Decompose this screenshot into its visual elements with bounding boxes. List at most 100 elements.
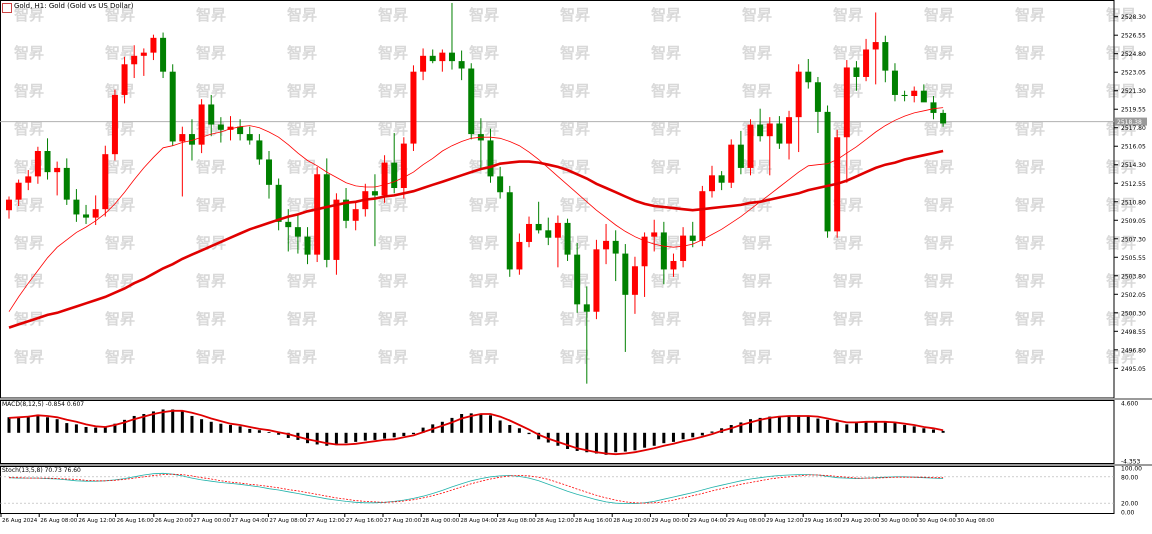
- watermark-text: 智昇: [196, 82, 226, 100]
- macd-bar: [209, 421, 213, 433]
- macd-bar: [594, 432, 598, 454]
- price-tick-label: 2507.30: [1121, 236, 1146, 243]
- current-price-tag: [1115, 117, 1147, 126]
- watermark-text: 智昇: [469, 120, 499, 138]
- macd-bar: [575, 432, 579, 451]
- watermark-text: 智昇: [196, 158, 226, 176]
- watermark-text: 智昇: [14, 6, 44, 24]
- macd-bar: [864, 421, 868, 433]
- panel-separator: [0, 464, 1152, 466]
- panel-separator: [0, 398, 1152, 400]
- candle: [420, 55, 427, 72]
- watermark-text: 智昇: [924, 196, 954, 214]
- candle: [728, 144, 735, 183]
- symbol-icon[interactable]: [2, 3, 12, 13]
- price-tick-label: 2498.55: [1121, 329, 1146, 336]
- candle: [448, 52, 455, 62]
- stoch-tick-label: 0.00: [1121, 510, 1135, 517]
- macd-bar: [710, 431, 714, 433]
- watermark-text: 智昇: [14, 348, 44, 366]
- watermark-text: 智昇: [560, 234, 590, 252]
- watermark-text: 智昇: [105, 348, 135, 366]
- macd-bar: [758, 417, 762, 433]
- watermark-text: 智昇: [742, 310, 772, 328]
- candle: [603, 240, 610, 250]
- watermark-text: 智昇: [742, 6, 772, 24]
- candle: [266, 159, 273, 185]
- macd-bar: [277, 432, 281, 435]
- candle: [631, 266, 638, 295]
- candle: [526, 223, 533, 242]
- watermark-text: 智昇: [1015, 272, 1045, 290]
- watermark-text: 智昇: [287, 82, 317, 100]
- watermark-text: 智昇: [560, 44, 590, 62]
- time-tick-label: 27 Aug 04:00: [231, 518, 269, 524]
- candle: [497, 176, 504, 193]
- price-tick-label: 2510.80: [1121, 199, 1146, 206]
- watermark-text: 智昇: [14, 120, 44, 138]
- candle: [34, 150, 41, 177]
- price-tick-label: 2526.55: [1121, 33, 1146, 40]
- watermark-text: 智昇: [287, 6, 317, 24]
- watermark-text: 智昇: [14, 234, 44, 252]
- candle: [314, 174, 321, 255]
- price-tick-label: 2503.80: [1121, 273, 1146, 280]
- candle: [333, 199, 340, 260]
- macd-bar: [383, 432, 387, 439]
- macd-bar: [219, 423, 223, 433]
- watermark-text: 智昇: [287, 120, 317, 138]
- candle: [246, 134, 253, 141]
- watermark-text: 智昇: [651, 348, 681, 366]
- macd-bar: [874, 421, 878, 433]
- macd-bar: [440, 421, 444, 433]
- watermark-text: 智昇: [105, 310, 135, 328]
- macd-bar: [354, 432, 358, 442]
- macd-bar: [806, 416, 810, 433]
- watermark-text: 智昇: [833, 44, 863, 62]
- candle: [15, 182, 22, 200]
- macd-bar: [373, 432, 377, 440]
- candle: [83, 214, 90, 218]
- candle: [554, 222, 561, 238]
- macd-bar: [604, 432, 608, 455]
- candle: [843, 67, 850, 138]
- candle: [901, 94, 908, 97]
- macd-tick-label: 4.600: [1121, 401, 1138, 408]
- watermark-text: 智昇: [469, 348, 499, 366]
- macd-bar: [238, 426, 242, 433]
- macd-bar: [402, 432, 406, 437]
- watermark-text: 智昇: [651, 310, 681, 328]
- time-tick-label: 27 Aug 20:00: [384, 518, 422, 524]
- watermark-text: 智昇: [469, 234, 499, 252]
- price-tick-label: 2514.30: [1121, 162, 1146, 169]
- price-tick-label: 2495.05: [1121, 366, 1146, 373]
- candle: [25, 176, 32, 183]
- macd-bar: [334, 432, 338, 446]
- macd-bar: [681, 432, 685, 440]
- watermark-text: 智昇: [1015, 6, 1045, 24]
- candle: [612, 240, 619, 254]
- watermark-text: 智昇: [14, 196, 44, 214]
- macd-bar: [700, 432, 704, 436]
- watermark-text: 智昇: [469, 196, 499, 214]
- macd-bar: [26, 415, 30, 433]
- candle: [44, 150, 51, 173]
- candle: [593, 249, 600, 312]
- macd-bar: [922, 428, 926, 433]
- macd-bar: [498, 420, 502, 433]
- candle: [651, 232, 658, 237]
- candle: [381, 162, 388, 196]
- macd-bar: [257, 430, 261, 433]
- watermark-text: 智昇: [287, 44, 317, 62]
- time-tick-label: 29 Aug 12:00: [766, 518, 804, 524]
- watermark-text: 智昇: [469, 44, 499, 62]
- watermark-text: 智昇: [1015, 120, 1045, 138]
- watermark-text: 智昇: [469, 6, 499, 24]
- time-tick-label: 26 Aug 12:00: [78, 518, 116, 524]
- macd-bar: [17, 416, 21, 433]
- macd-bar: [103, 426, 107, 433]
- watermark-text: 智昇: [651, 158, 681, 176]
- candle: [891, 70, 898, 95]
